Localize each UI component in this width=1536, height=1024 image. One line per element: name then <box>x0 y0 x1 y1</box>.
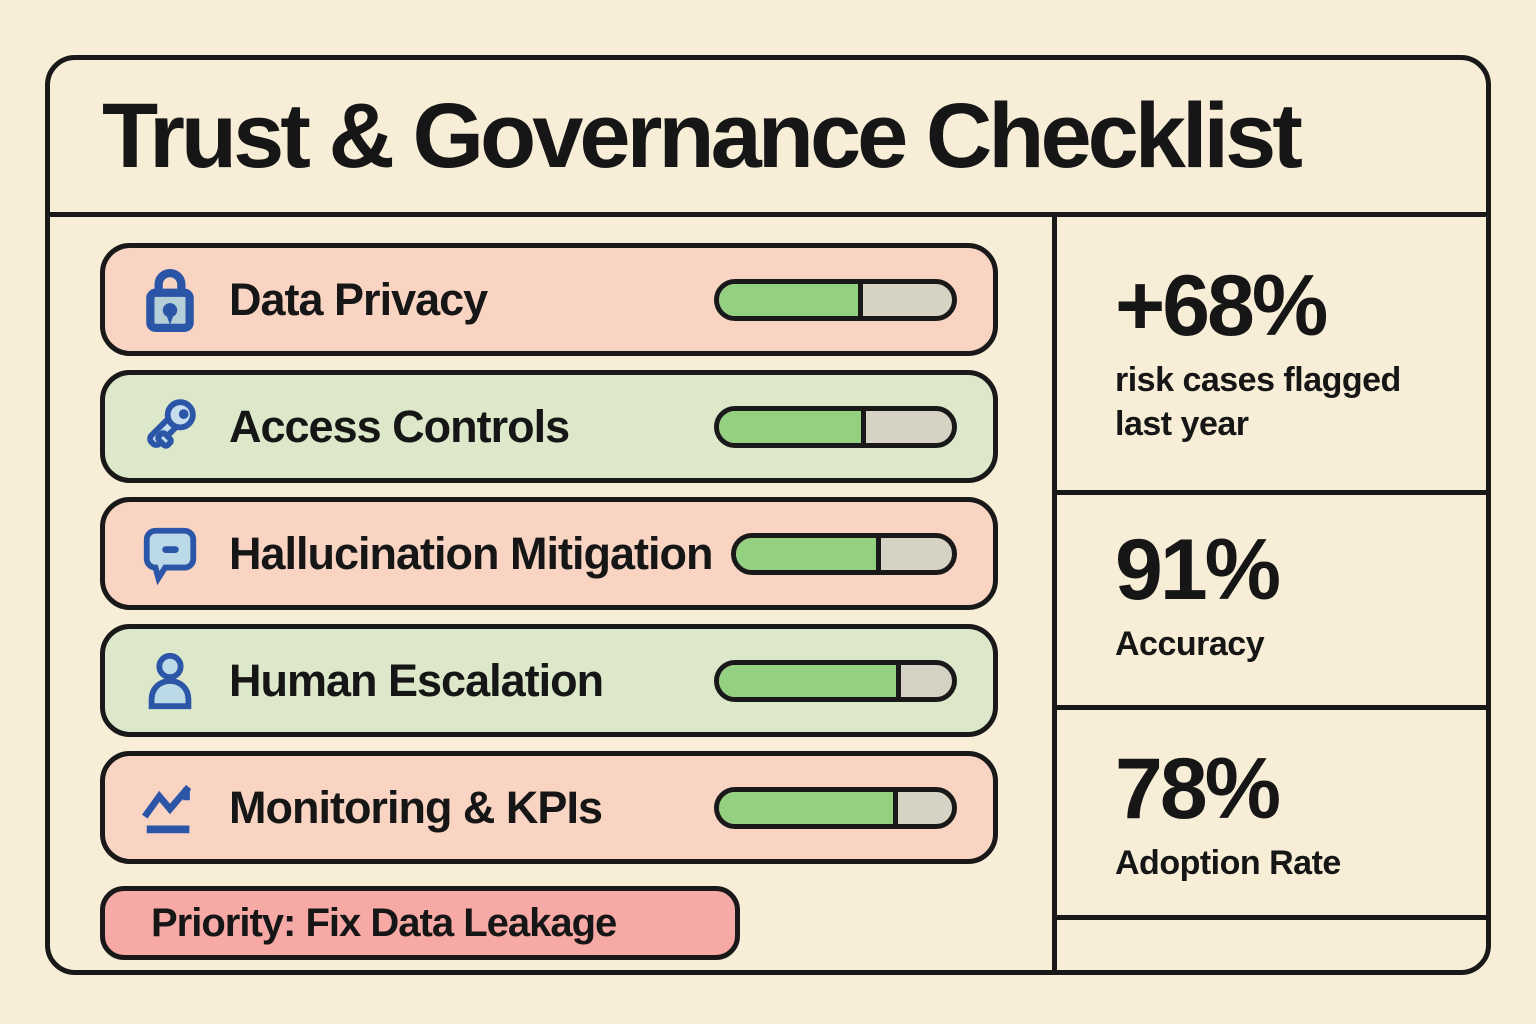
stat-value: 78% <box>1115 741 1281 837</box>
stat-adoption-rate: 78% Adoption Rate <box>1057 710 1486 920</box>
page-title: Trust & Governance Checklist <box>102 84 1303 187</box>
key-icon <box>139 391 201 463</box>
stats-panel: +68% risk cases flagged last year 91% Ac… <box>1057 217 1486 970</box>
checklist-item-label: Human Escalation <box>229 654 604 706</box>
progress-fill <box>719 283 864 316</box>
checklist-item-label: Data Privacy <box>229 273 488 325</box>
checklist-item-label: Access Controls <box>229 400 570 452</box>
stat-value: 91% <box>1115 522 1281 618</box>
lock-icon <box>139 264 201 336</box>
checklist-panel: Trust & Governance Checklist Data Privac… <box>45 55 1491 975</box>
checklist-item-data-privacy: Data Privacy <box>100 243 998 356</box>
progress-fill <box>719 791 899 824</box>
line-chart-icon <box>139 772 201 844</box>
title-bar: Trust & Governance Checklist <box>50 60 1486 217</box>
empty-cell <box>1057 920 1486 970</box>
stat-accuracy: 91% Accuracy <box>1057 495 1486 710</box>
priority-badge-label: Priority: Fix Data Leakage <box>151 900 617 945</box>
stat-label: Adoption Rate <box>1115 844 1341 882</box>
stat-label: Accuracy <box>1115 625 1265 663</box>
stat-risk-cases: +68% risk cases flagged last year <box>1057 217 1486 495</box>
progress-fill <box>719 410 866 443</box>
panel-body: Data Privacy <box>50 217 1486 970</box>
progress-fill <box>719 664 901 697</box>
stat-value: +68% <box>1115 258 1328 354</box>
speech-bubble-icon <box>139 518 201 590</box>
checklist-item-monitoring-kpis: Monitoring & KPIs <box>100 751 998 864</box>
checklist-item-label: Hallucination Mitigation <box>229 527 713 579</box>
checklist: Data Privacy <box>50 217 1057 970</box>
progress-bar <box>714 659 957 702</box>
progress-bar <box>714 278 957 321</box>
progress-bar <box>714 786 957 829</box>
checklist-item-hallucination-mitigation: Hallucination Mitigation <box>100 497 998 610</box>
stat-label: risk cases flagged last year <box>1115 361 1401 443</box>
progress-fill <box>736 537 881 570</box>
checklist-item-label: Monitoring & KPIs <box>229 781 603 833</box>
progress-bar <box>714 405 957 448</box>
person-icon <box>139 645 201 717</box>
checklist-item-human-escalation: Human Escalation <box>100 624 998 737</box>
progress-bar <box>731 532 957 575</box>
priority-badge: Priority: Fix Data Leakage <box>100 886 740 960</box>
checklist-item-access-controls: Access Controls <box>100 370 998 483</box>
